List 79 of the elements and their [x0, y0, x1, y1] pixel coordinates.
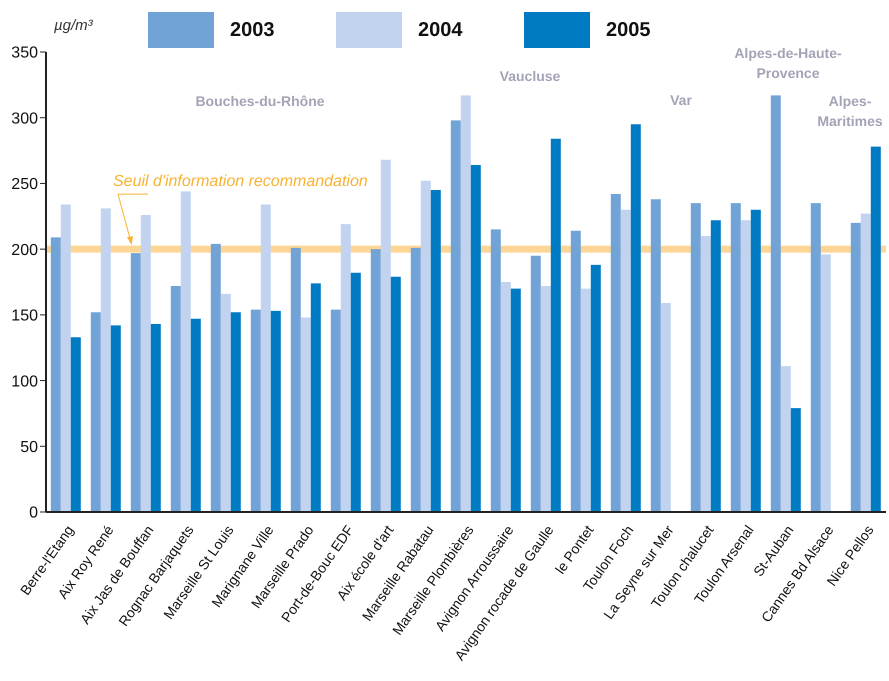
bar [170, 286, 181, 512]
bar [860, 214, 871, 512]
annotation: Vaucluse [500, 68, 561, 84]
bar [180, 191, 191, 512]
bar [270, 310, 281, 512]
y-tick-label: 100 [11, 373, 38, 390]
bar [390, 276, 401, 512]
bar [460, 95, 471, 512]
bar [340, 224, 351, 512]
legend-label: 2005 [606, 18, 650, 42]
bar [190, 318, 201, 512]
bar [250, 310, 261, 512]
bar [660, 303, 671, 512]
bar [90, 312, 101, 512]
bar [510, 288, 521, 512]
bar [570, 230, 581, 512]
y-tick-label: 200 [11, 242, 38, 259]
bar [770, 95, 781, 512]
bar [60, 204, 71, 512]
legend-label: 2003 [230, 18, 274, 42]
bar [420, 180, 431, 512]
bar [130, 253, 141, 512]
bar [140, 214, 151, 512]
bar [780, 366, 791, 512]
bar [380, 160, 391, 512]
bar [820, 254, 831, 512]
bar [810, 203, 821, 512]
bar [70, 337, 81, 512]
bar [220, 294, 231, 512]
bar [630, 124, 641, 512]
annotation: Bouches-du-Rhône [195, 93, 325, 109]
bar [290, 248, 301, 512]
bar [370, 249, 381, 512]
bar [430, 190, 441, 512]
y-tick-label: 150 [11, 308, 38, 325]
y-tick-label: 350 [11, 44, 38, 62]
bar [700, 236, 711, 512]
bar [690, 203, 701, 512]
bar [850, 222, 861, 512]
y-tick-label: 50 [20, 438, 38, 456]
bar [500, 282, 511, 512]
y-axis-title: µg/m³ [54, 17, 94, 34]
bar [740, 220, 751, 512]
bar [450, 120, 461, 512]
bar [150, 324, 161, 512]
y-tick-label: 0 [29, 504, 38, 522]
annotation: Alpes-de-Haute- Provence [734, 45, 842, 81]
bar [750, 210, 761, 512]
bar [410, 248, 421, 512]
bar [350, 272, 361, 512]
bar [490, 229, 501, 512]
annotation: Alpes- Maritimes [817, 93, 883, 129]
bar [300, 317, 311, 512]
bar [50, 237, 61, 512]
bar [540, 286, 551, 512]
annotation: Var [670, 92, 692, 108]
bar [260, 204, 271, 512]
bar [210, 244, 221, 512]
bar [330, 310, 341, 512]
legend-label: 2004 [418, 18, 462, 42]
bar [790, 408, 801, 512]
bar [100, 208, 111, 512]
bar [110, 325, 121, 512]
y-tick-label: 300 [11, 110, 38, 128]
bar [650, 199, 661, 512]
bar [590, 264, 601, 512]
bar [610, 194, 621, 512]
bar [310, 283, 321, 512]
bar [470, 165, 481, 512]
bar [580, 288, 591, 512]
bar [730, 203, 741, 512]
bar [710, 220, 721, 512]
y-tick-label: 250 [11, 176, 38, 194]
bar [870, 146, 881, 512]
ref-line-label: Seuil d'information recommandation [113, 173, 368, 190]
bar [550, 138, 561, 512]
bar [620, 210, 631, 512]
bar [530, 256, 541, 512]
bar [230, 312, 241, 512]
